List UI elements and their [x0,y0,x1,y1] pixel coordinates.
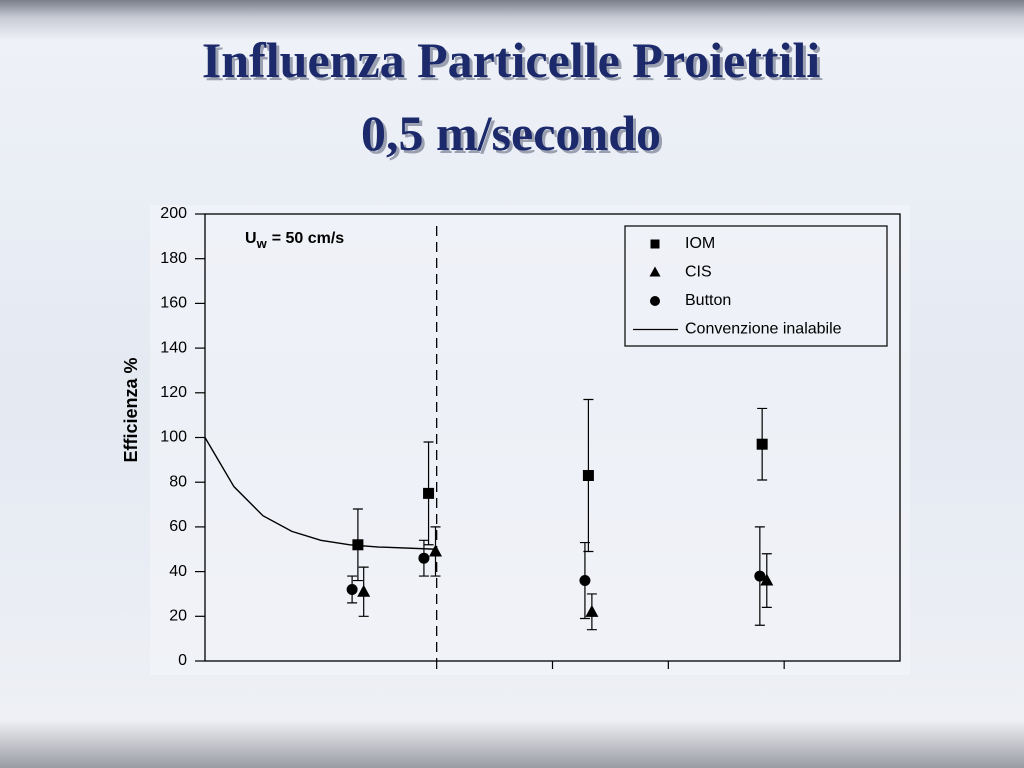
marker-circle [579,575,591,587]
marker-triangle [760,573,774,586]
marker-triangle [429,544,443,557]
y-tick-label: 100 [160,429,187,446]
y-tick-label: 200 [160,205,187,222]
marker-square [756,438,768,450]
legend-label: Convenzione inalabile [685,321,842,338]
annotation-main: U [245,230,257,247]
marker-circle [346,583,358,595]
marker-triangle [357,584,371,597]
subtitle-shadow: 0,5 m/secondo [364,108,664,164]
marker-square [423,487,435,499]
legend-label: IOM [685,235,715,252]
chart-subtitle: 0,5 m/secondo [361,105,661,161]
y-tick-label: 160 [160,295,187,312]
legend-box [624,225,888,347]
title-shadow: Influenza Particelle Proiettili [205,35,823,91]
y-tick-label: 180 [160,250,187,267]
y-tick-label: 120 [160,384,187,401]
y-tick-label: 80 [169,473,187,490]
annotation-text: = 50 cm/s [272,230,345,247]
y-axis-label: Efficienza % [121,357,141,462]
annotation: Uw = 50 cm/s [245,230,344,251]
marker-circle [754,570,766,582]
annotation-subscript: w [256,236,268,251]
marker-square [582,469,594,481]
legend-swatch [650,239,660,249]
chart-backdrop [150,205,910,675]
y-tick-label: 60 [169,518,187,535]
legend-swatch [650,296,660,306]
marker-triangle [585,604,599,617]
y-tick-label: 40 [169,563,187,580]
marker-circle [418,552,430,564]
y-tick-label: 20 [169,608,187,625]
legend-label: Button [685,292,731,309]
chart-title: Influenza Particelle Proiettili [202,32,820,88]
legend-swatch [649,266,661,277]
y-tick-label: 140 [160,339,187,356]
legend-label: CIS [685,264,712,281]
y-tick-label: 0 [178,652,187,669]
line-series [204,437,437,550]
